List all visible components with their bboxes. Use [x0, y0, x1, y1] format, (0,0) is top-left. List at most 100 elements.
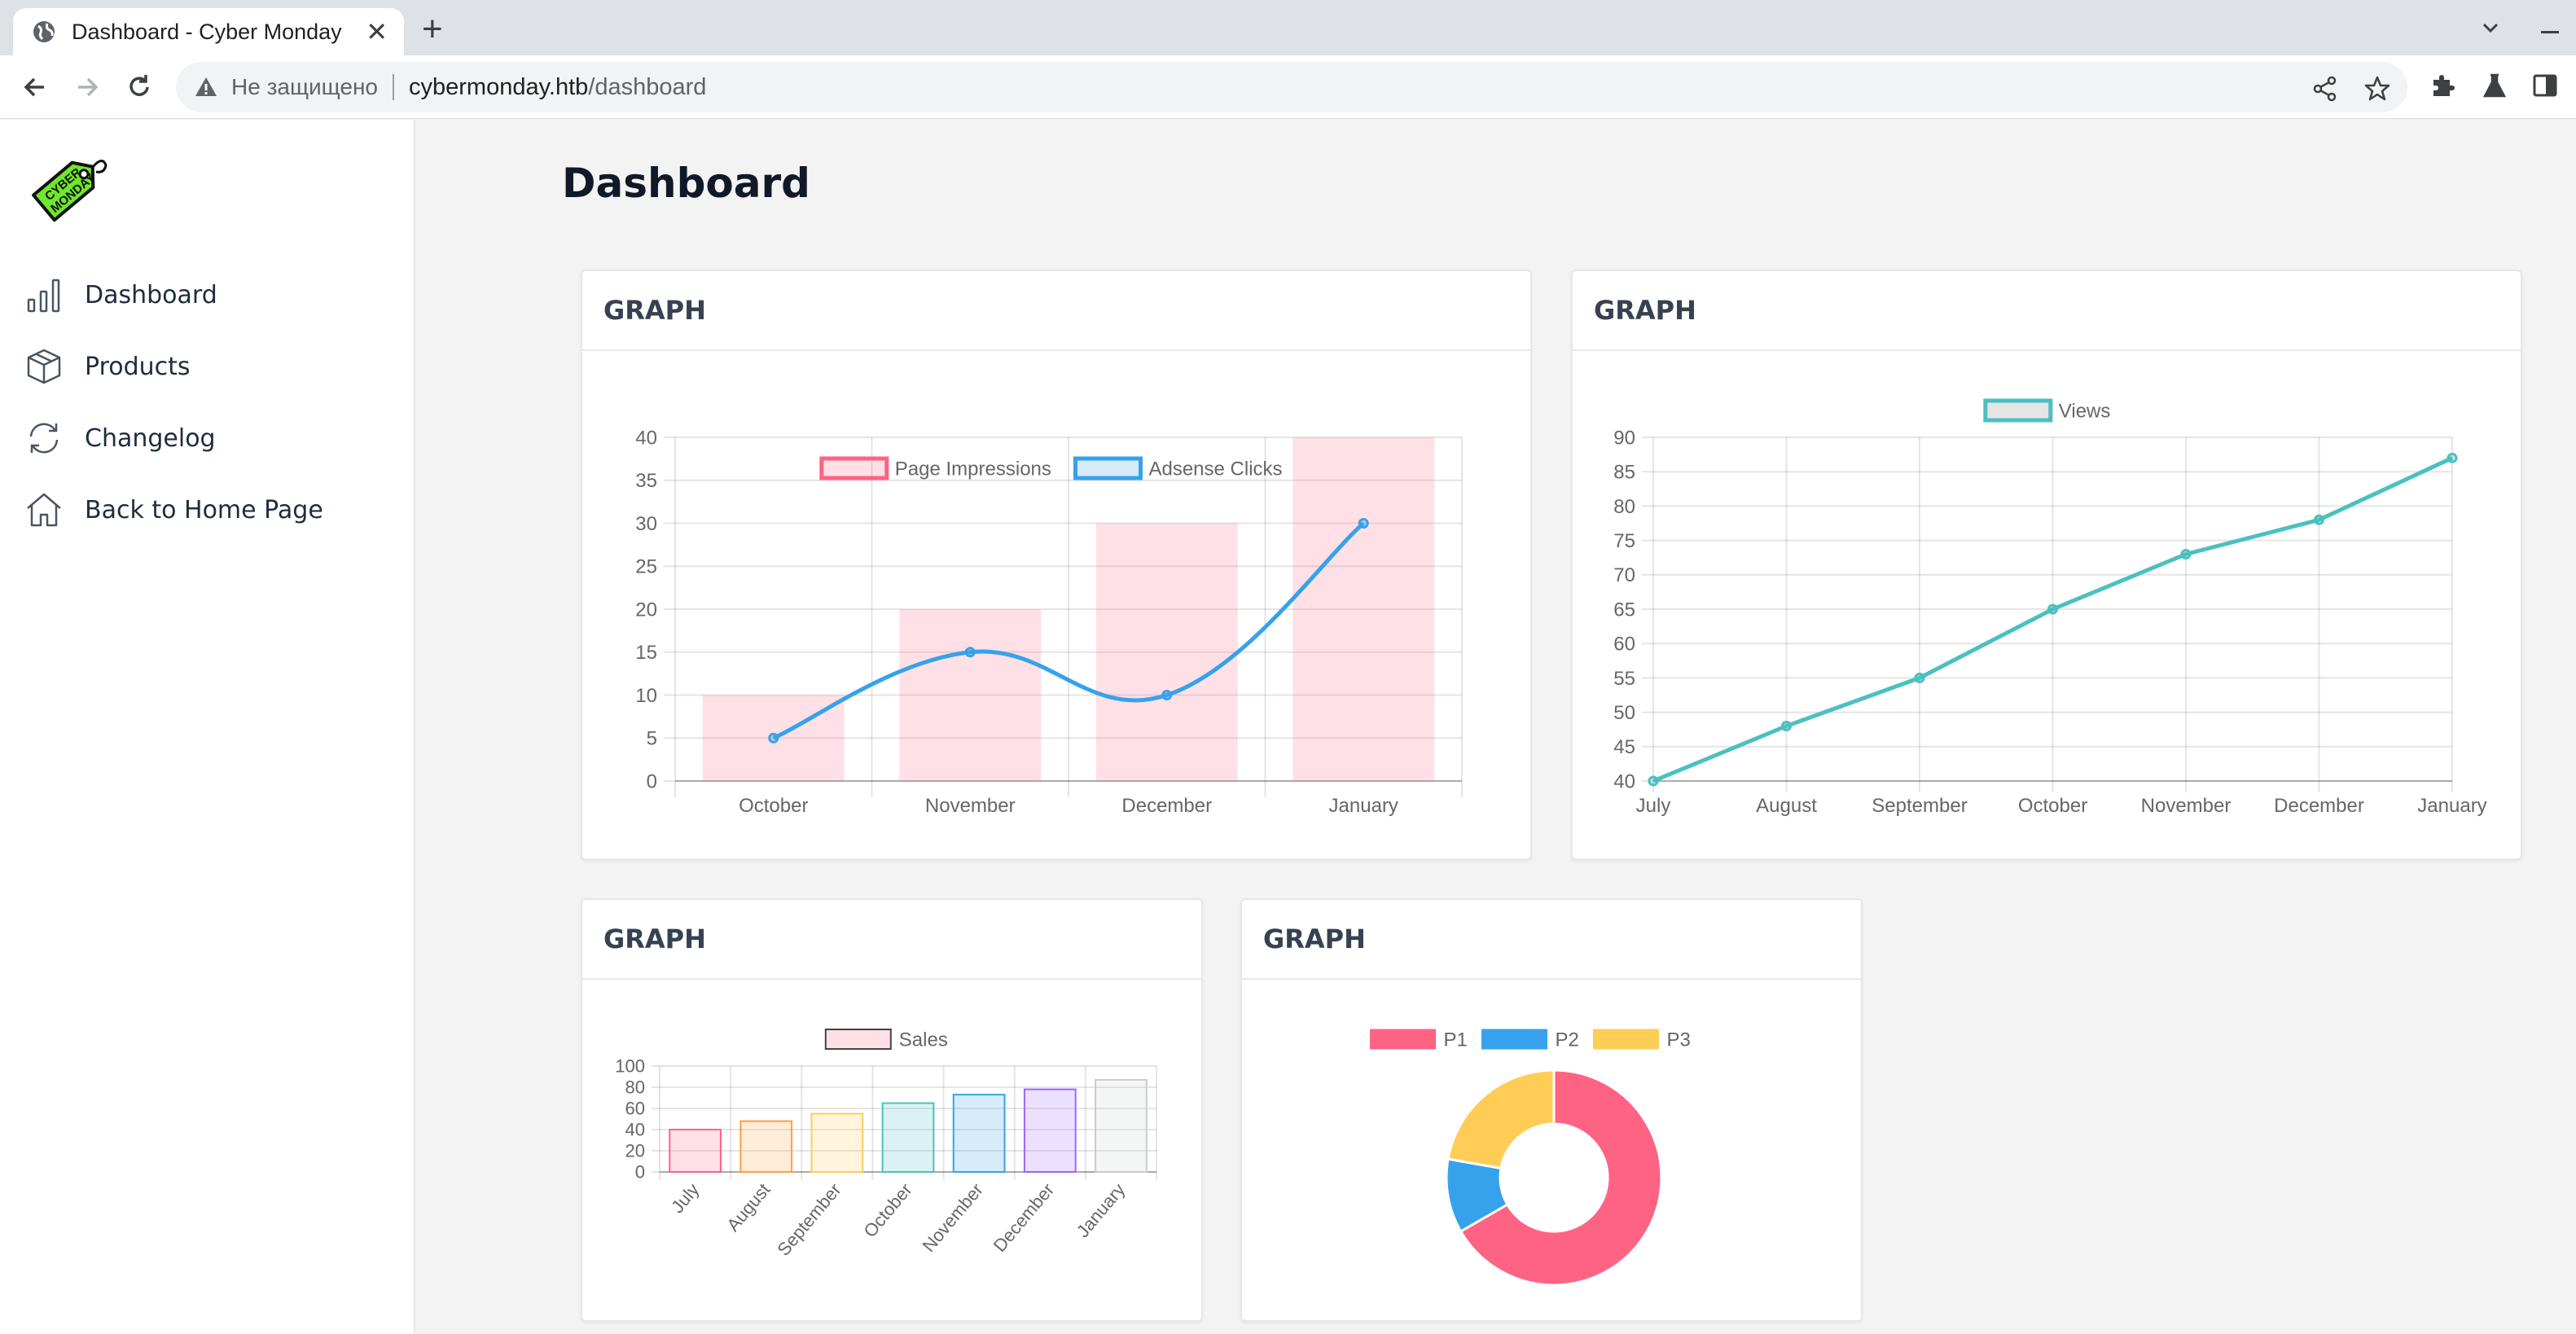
card-header: GRAPH: [582, 271, 1530, 351]
y-tick-label: 20: [625, 1141, 645, 1161]
x-tick-label: October: [859, 1179, 915, 1241]
legend-label: P3: [1666, 1029, 1690, 1051]
legend-label: Sales: [899, 1029, 948, 1051]
bar: [881, 1102, 935, 1173]
y-tick-label: 75: [1613, 530, 1635, 552]
address-bar[interactable]: Не защищено cybermonday.htb/dashboard: [176, 62, 2407, 112]
side-panel-icon[interactable]: [2531, 72, 2559, 99]
divider: [393, 74, 394, 100]
sidebar-item-dashboard[interactable]: Dashboard: [24, 274, 217, 315]
url-path: /dashboard: [588, 73, 707, 100]
labs-flask-icon[interactable]: [2481, 72, 2508, 99]
y-tick-label: 90: [1613, 427, 1635, 449]
y-tick-label: 20: [635, 599, 657, 621]
data-point: [1358, 518, 1369, 529]
refresh-icon: [29, 423, 59, 454]
extensions-icon[interactable]: [2429, 72, 2456, 99]
new-tab-icon[interactable]: +: [422, 9, 443, 49]
browser-toolbar: Не защищено cybermonday.htb/dashboard: [0, 55, 2576, 119]
sidebar: CYBER MONDAY Dashboard Products Changelo…: [0, 120, 415, 1334]
pie-slice: [1446, 1069, 1556, 1170]
sidebar-item-changelog[interactable]: Changelog: [24, 418, 216, 459]
y-tick-label: 100: [615, 1056, 645, 1077]
card-title: GRAPH: [603, 924, 706, 954]
x-tick-label: October: [2018, 795, 2087, 817]
y-tick-label: 40: [1613, 770, 1635, 792]
sidebar-item-products[interactable]: Products: [24, 346, 191, 387]
x-tick-label: December: [1121, 795, 1212, 817]
browser-tab[interactable]: Dashboard - Cyber Monday ✕: [13, 8, 404, 55]
y-tick-label: 0: [635, 1162, 645, 1183]
data-point: [1781, 720, 1792, 731]
y-tick-label: 60: [1613, 634, 1635, 656]
reload-icon[interactable]: [124, 72, 155, 103]
series-line: [1652, 456, 2454, 783]
data-point: [1161, 690, 1173, 700]
views-chart: 40 45 50 55 60 65 70 75 80 85 90 July August Septembe…: [1613, 398, 2487, 817]
share-icon[interactable]: [2311, 75, 2339, 103]
close-tab-icon[interactable]: ✕: [366, 17, 388, 46]
data-point: [768, 732, 779, 744]
page-title: Dashboard: [562, 160, 810, 207]
data-point: [2314, 514, 2324, 525]
legend-label: Page Impressions: [895, 458, 1051, 480]
warning-icon[interactable]: [194, 75, 218, 99]
x-tick-label: December: [990, 1179, 1058, 1256]
url-host: cybermonday.htb: [409, 73, 589, 100]
sidebar-item-home[interactable]: Back to Home Page: [24, 489, 323, 530]
data-point: [2180, 548, 2192, 559]
forward-arrow-icon[interactable]: [72, 72, 103, 103]
data-point: [2447, 452, 2458, 463]
minimize-icon[interactable]: [2541, 31, 2559, 33]
y-tick-label: 15: [635, 642, 657, 664]
y-tick-label: 70: [1613, 564, 1635, 586]
x-tick-label: November: [925, 795, 1016, 817]
legend-swatch: [1370, 1029, 1437, 1050]
bar-chart-icon: [27, 279, 60, 313]
tab-title: Dashboard - Cyber Monday: [72, 19, 342, 44]
x-tick-label: August: [722, 1179, 774, 1235]
globe-icon: [33, 21, 55, 42]
series-line: [772, 521, 1365, 740]
legend-label: P1: [1444, 1029, 1468, 1051]
x-tick-label: November: [919, 1179, 987, 1256]
cyber-monday-logo[interactable]: CYBER MONDAY: [23, 149, 108, 230]
pie-slice: [1459, 1069, 1663, 1287]
security-status[interactable]: Не защищено: [231, 74, 378, 99]
x-tick-label: October: [739, 795, 808, 817]
x-tick-label: July: [667, 1179, 703, 1217]
sidebar-item-label: Products: [85, 352, 191, 381]
y-tick-label: 45: [1613, 736, 1635, 758]
x-tick-label: September: [1872, 795, 1967, 817]
graph-card-products: GRAPH P1 P2 P3: [1240, 898, 1863, 1322]
star-icon[interactable]: [2363, 75, 2391, 103]
y-tick-label: 25: [635, 556, 657, 578]
y-tick-label: 30: [635, 513, 657, 535]
x-tick-label: August: [1756, 795, 1817, 817]
card-title: GRAPH: [1263, 924, 1366, 954]
y-tick-label: 40: [625, 1120, 645, 1140]
y-tick-label: 65: [1613, 599, 1635, 621]
sidebar-item-label: Back to Home Page: [85, 495, 323, 524]
y-tick-label: 10: [635, 685, 657, 707]
legend-swatch: [1073, 456, 1143, 481]
data-point: [1914, 672, 1925, 683]
x-tick-label: July: [1636, 795, 1671, 817]
sidebar-item-label: Dashboard: [85, 280, 217, 309]
legend-swatch: [819, 456, 889, 481]
card-header: GRAPH: [582, 900, 1201, 980]
x-tick-label: January: [1073, 1179, 1129, 1241]
back-arrow-icon[interactable]: [20, 72, 50, 103]
x-tick-label: January: [2417, 795, 2486, 817]
legend-swatch: [824, 1029, 892, 1050]
graph-card-views: GRAPH 40 45 50 55 60 65 70 75 80 85 90 July August Se…: [1571, 270, 2522, 860]
data-point: [1648, 775, 1659, 787]
bar: [1023, 1088, 1077, 1174]
y-tick-label: 50: [1613, 702, 1635, 724]
bar: [952, 1094, 1006, 1174]
card-title: GRAPH: [603, 295, 706, 326]
y-tick-label: 85: [1613, 462, 1635, 484]
browser-tab-strip: Dashboard - Cyber Monday ✕ +: [0, 0, 2576, 55]
chevron-down-icon[interactable]: [2476, 13, 2505, 42]
